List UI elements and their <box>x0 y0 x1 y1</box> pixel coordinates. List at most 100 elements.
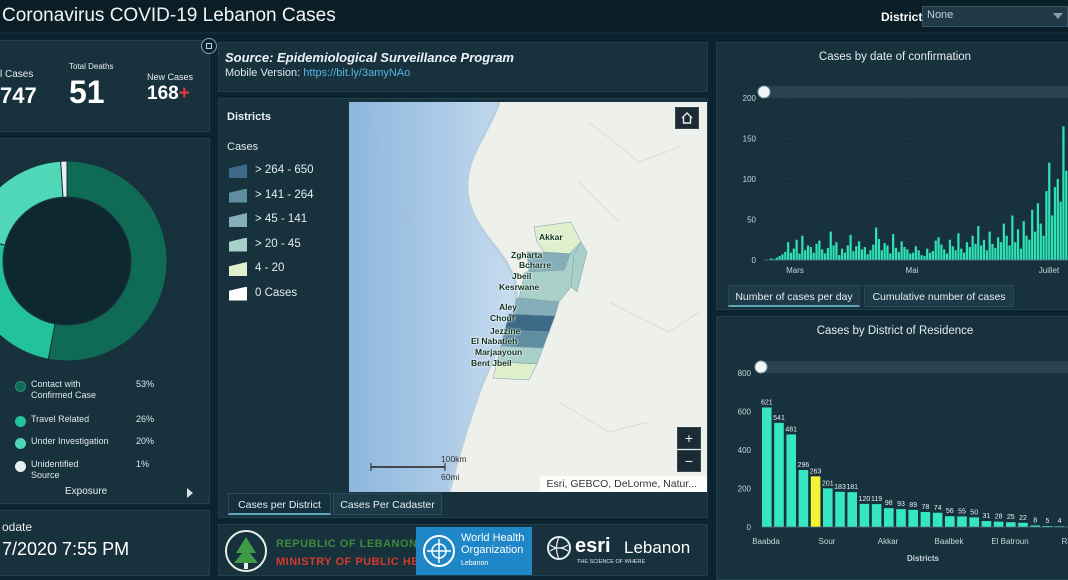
daily-cases-bar[interactable] <box>1062 126 1065 260</box>
daily-cases-bar[interactable] <box>909 253 912 260</box>
daily-cases-bar[interactable] <box>883 242 886 260</box>
daily-cases-bar[interactable] <box>1014 242 1017 260</box>
daily-cases-bar[interactable] <box>886 245 889 260</box>
daily-cases-bar[interactable] <box>962 252 966 260</box>
daily-cases-bar[interactable] <box>999 242 1003 260</box>
daily-cases-bar[interactable] <box>940 244 943 260</box>
daily-cases-bar[interactable] <box>1028 239 1031 260</box>
daily-cases-bar[interactable] <box>787 242 790 260</box>
daily-cases-bar[interactable] <box>991 243 994 260</box>
daily-cases-bar[interactable] <box>945 253 949 260</box>
daily-cases-bar[interactable] <box>971 235 974 260</box>
daily-cases-bar[interactable] <box>914 246 917 260</box>
donut-slice[interactable] <box>0 236 56 360</box>
district-cases-bar[interactable] <box>871 504 882 527</box>
daily-cases-bar[interactable] <box>815 243 818 260</box>
daily-cases-bar[interactable] <box>770 258 773 260</box>
daily-cases-bar[interactable] <box>869 250 872 260</box>
daily-cases-bar[interactable] <box>903 247 906 260</box>
mobile-version-link[interactable]: https://bit.ly/3amyNAo <box>303 67 411 79</box>
daily-cases-bar[interactable] <box>852 251 855 260</box>
daily-cases-bar[interactable] <box>923 255 926 260</box>
daily-cases-bar[interactable] <box>897 251 900 260</box>
daily-cases-bar[interactable] <box>872 244 875 260</box>
daily-cases-bar[interactable] <box>795 239 798 260</box>
daily-cases-bar[interactable] <box>806 245 810 260</box>
daily-cases-bar[interactable] <box>1036 203 1040 260</box>
daily-cases-bar[interactable] <box>835 242 838 260</box>
daily-cases-bar[interactable] <box>934 240 937 260</box>
daily-cases-bar[interactable] <box>829 231 832 260</box>
district-cases-bar[interactable] <box>884 508 894 527</box>
daily-cases-bar[interactable] <box>968 247 971 260</box>
zoom-in-button[interactable]: + <box>677 427 701 449</box>
daily-cases-bar[interactable] <box>778 255 781 260</box>
district-cases-bar[interactable] <box>859 503 870 527</box>
daily-cases-bar[interactable] <box>997 237 1000 260</box>
daily-cases-bar[interactable] <box>1008 245 1011 260</box>
daily-cases-bar[interactable] <box>863 247 866 260</box>
daily-cases-bar[interactable] <box>1053 187 1057 260</box>
daily-cases-bar[interactable] <box>994 247 997 260</box>
district-cases-bar[interactable] <box>835 491 845 527</box>
daily-cases-bar[interactable] <box>1011 215 1014 260</box>
donut-slice[interactable] <box>47 160 168 362</box>
district-select[interactable]: None <box>922 6 1068 27</box>
daily-cases-bar[interactable] <box>789 252 793 260</box>
daily-cases-bar[interactable] <box>857 241 861 260</box>
district-cases-bar[interactable] <box>1006 522 1016 527</box>
daily-cases-bar[interactable] <box>775 257 778 260</box>
daily-cases-bar[interactable] <box>798 253 801 260</box>
daily-cases-bar[interactable] <box>1031 209 1034 260</box>
daily-cases-bar[interactable] <box>985 250 988 260</box>
map-attribution[interactable]: Esri, GEBCO, DeLorme, Natur... <box>540 476 707 492</box>
daily-cases-bar[interactable] <box>1059 201 1062 260</box>
district-cases-bar[interactable] <box>774 422 784 527</box>
daily-cases-bar[interactable] <box>928 252 932 260</box>
tab-cases-per-cadaster[interactable]: Cases Per Cadaster <box>333 493 442 515</box>
daily-cases-bar[interactable] <box>860 249 864 260</box>
daily-cases-bar[interactable] <box>866 254 869 260</box>
daily-cases-bar[interactable] <box>906 249 909 260</box>
daily-cases-bar[interactable] <box>1005 235 1008 260</box>
daily-cases-bar[interactable] <box>1022 221 1025 260</box>
daily-cases-bar[interactable] <box>781 254 784 260</box>
daily-cases-bar[interactable] <box>784 251 787 260</box>
district-cases-bar[interactable] <box>1030 525 1040 527</box>
daily-cases-bar[interactable] <box>982 239 986 260</box>
daily-cases-bar[interactable] <box>965 242 969 260</box>
daily-cases-bar[interactable] <box>957 233 960 260</box>
daily-cases-bar[interactable] <box>772 259 776 260</box>
daily-cases-bar[interactable] <box>951 246 954 260</box>
daily-cases-bar[interactable] <box>980 245 983 260</box>
range-slider-track[interactable] <box>764 86 1068 98</box>
daily-cases-bar[interactable] <box>855 246 858 260</box>
daily-cases-bar[interactable] <box>823 253 827 260</box>
district-cases-bar[interactable] <box>798 470 809 527</box>
daily-cases-bar[interactable] <box>900 241 903 260</box>
daily-cases-bar[interactable] <box>960 248 963 260</box>
home-icon[interactable] <box>675 107 699 129</box>
daily-cases-bar[interactable] <box>977 225 980 260</box>
daily-cases-bar[interactable] <box>812 252 815 260</box>
daily-cases-bar[interactable] <box>826 247 829 260</box>
daily-cases-bar[interactable] <box>937 237 940 260</box>
daily-cases-bar[interactable] <box>818 240 821 260</box>
daily-cases-bar[interactable] <box>875 227 878 260</box>
daily-cases-bar[interactable] <box>840 248 844 260</box>
tab-cases-per-district[interactable]: Cases per District <box>228 493 331 515</box>
donut-slice[interactable] <box>60 160 68 198</box>
daily-cases-bar[interactable] <box>954 250 957 260</box>
daily-cases-bar[interactable] <box>926 248 929 260</box>
daily-cases-bar[interactable] <box>889 253 892 260</box>
daily-cases-bar[interactable] <box>1045 191 1048 260</box>
zoom-out-button[interactable]: − <box>677 450 701 472</box>
daily-cases-bar[interactable] <box>1048 162 1051 260</box>
tab-cases-per-day[interactable]: Number of cases per day <box>728 285 860 307</box>
daily-cases-bar[interactable] <box>1065 170 1068 260</box>
district-cases-bar[interactable] <box>932 512 943 527</box>
daily-cases-bar[interactable] <box>917 250 920 260</box>
daily-cases-bar[interactable] <box>804 250 807 260</box>
district-cases-bar[interactable] <box>981 521 992 527</box>
fullscreen-icon[interactable] <box>201 38 217 54</box>
